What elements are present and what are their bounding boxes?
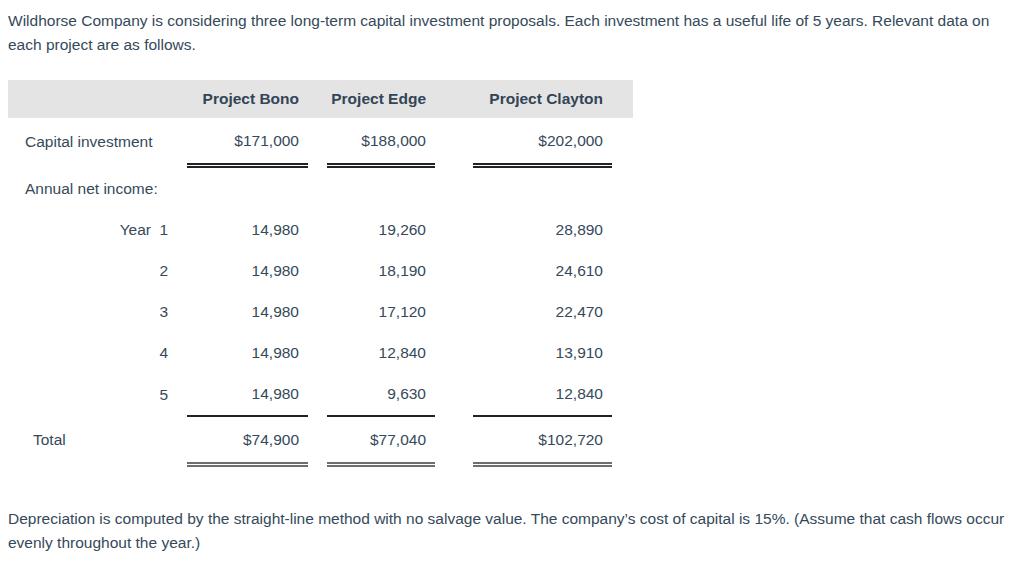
capital-investment-label: Capital investment (8, 118, 187, 166)
year-4-edge-value: 12,840 (327, 332, 435, 373)
year-number: 4 (151, 344, 168, 362)
year-3-label: 3 (8, 291, 187, 332)
year-4-label: 4 (8, 332, 187, 373)
problem-page: Wildhorse Company is considering three l… (0, 0, 1024, 576)
year-word: Year (120, 221, 151, 238)
header-project-clayton: Project Clayton (473, 80, 612, 118)
capital-bono-value: $171,000 (187, 118, 308, 166)
year-3-row: 3 14,980 17,120 22,470 (8, 291, 633, 332)
header-gap (308, 80, 327, 118)
header-gap (612, 80, 633, 118)
year-2-edge-value: 18,190 (327, 250, 435, 291)
year-5-bono-value: 14,980 (187, 373, 308, 416)
year-number: 5 (151, 386, 168, 404)
year-5-clayton-value: 12,840 (473, 373, 612, 416)
year-number: 1 (151, 221, 168, 239)
investment-table: Project Bono Project Edge Project Clayto… (8, 80, 633, 467)
table-header-row: Project Bono Project Edge Project Clayto… (8, 80, 633, 118)
total-clayton-value: $102,720 (473, 416, 612, 465)
header-empty-cell (8, 80, 187, 118)
year-2-row: 2 14,980 18,190 24,610 (8, 250, 633, 291)
year-5-label: 5 (8, 373, 187, 416)
year-4-row: 4 14,980 12,840 13,910 (8, 332, 633, 373)
capital-clayton-value: $202,000 (473, 118, 612, 166)
total-row: Total $74,900 $77,040 $102,720 (8, 416, 633, 465)
year-2-clayton-value: 24,610 (473, 250, 612, 291)
year-4-clayton-value: 13,910 (473, 332, 612, 373)
year-3-clayton-value: 22,470 (473, 291, 612, 332)
header-project-edge: Project Edge (327, 80, 435, 118)
depreciation-note-text: Depreciation is computed by the straight… (8, 507, 1014, 555)
year-1-bono-value: 14,980 (187, 209, 308, 250)
year-1-clayton-value: 28,890 (473, 209, 612, 250)
capital-edge-value: $188,000 (327, 118, 435, 166)
annual-net-income-label: Annual net income: (8, 166, 633, 210)
total-edge-value: $77,040 (327, 416, 435, 465)
capital-investment-row: Capital investment $171,000 $188,000 $20… (8, 118, 633, 166)
year-1-row: Year1 14,980 19,260 28,890 (8, 209, 633, 250)
annual-net-income-row: Annual net income: (8, 166, 633, 210)
year-number: 2 (151, 262, 168, 280)
year-3-bono-value: 14,980 (187, 291, 308, 332)
year-5-row: 5 14,980 9,630 12,840 (8, 373, 633, 416)
year-2-bono-value: 14,980 (187, 250, 308, 291)
problem-intro-text: Wildhorse Company is considering three l… (8, 9, 1014, 57)
total-label: Total (8, 416, 187, 465)
total-bono-value: $74,900 (187, 416, 308, 465)
header-gap (435, 80, 473, 118)
year-1-edge-value: 19,260 (327, 209, 435, 250)
year-3-edge-value: 17,120 (327, 291, 435, 332)
header-project-bono: Project Bono (187, 80, 308, 118)
year-4-bono-value: 14,980 (187, 332, 308, 373)
year-5-edge-value: 9,630 (327, 373, 435, 416)
year-2-label: 2 (8, 250, 187, 291)
year-number: 3 (151, 303, 168, 321)
year-1-label: Year1 (8, 209, 187, 250)
